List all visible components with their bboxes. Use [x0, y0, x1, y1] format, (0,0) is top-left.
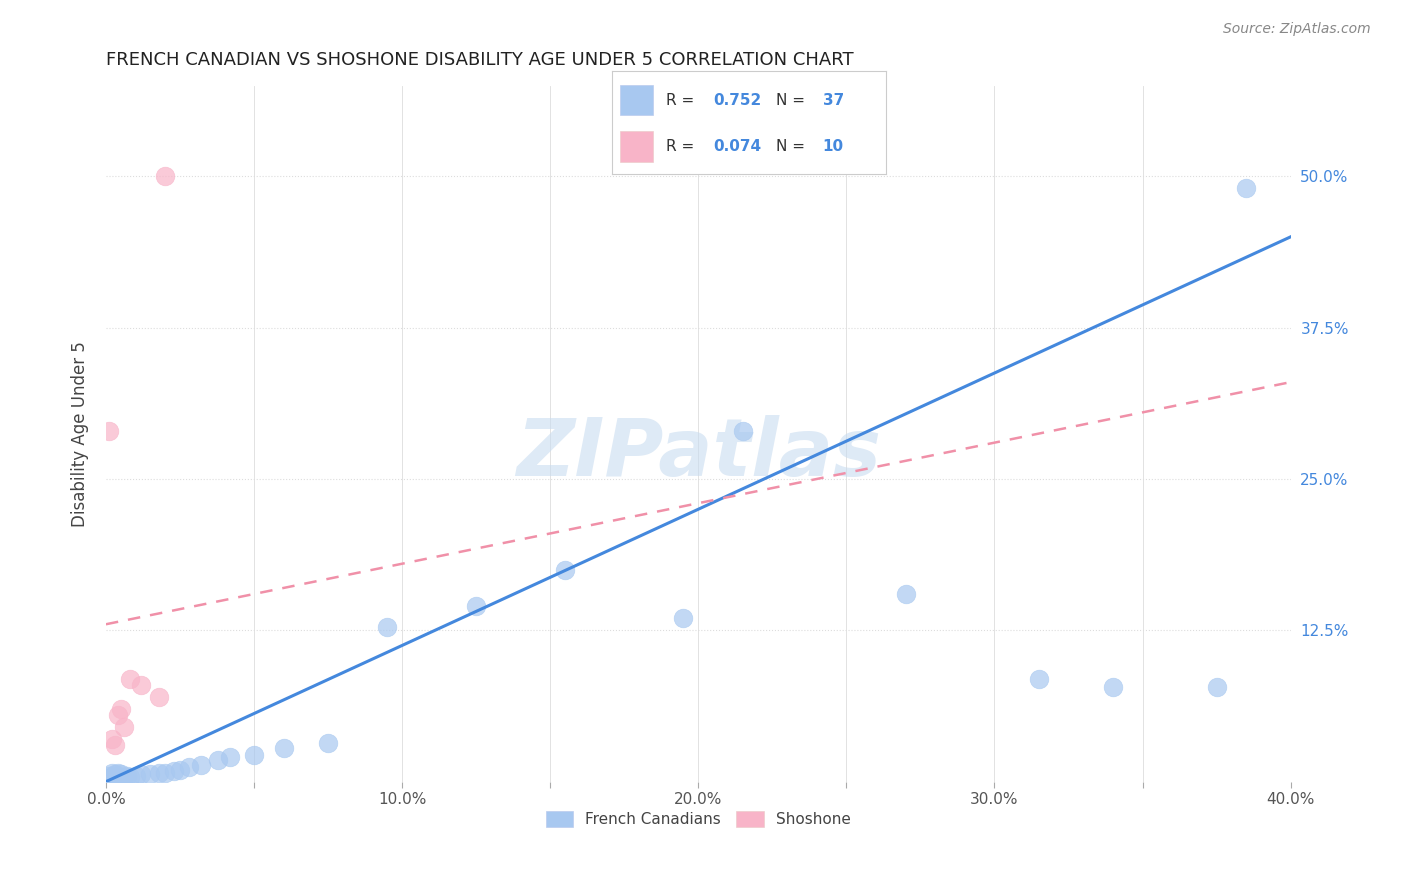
Point [207, 753, 229, 767]
Point [97, 769, 120, 783]
Point [894, 587, 917, 601]
Bar [620, 131, 652, 161]
Point [219, 750, 242, 764]
Point [1205, 680, 1227, 694]
Point [169, 763, 191, 777]
Point [163, 764, 186, 778]
Point [375, 620, 398, 634]
Point [107, 708, 129, 723]
Point [107, 766, 129, 780]
Point [273, 740, 295, 755]
Point [107, 770, 129, 784]
Point [110, 767, 132, 781]
Point [104, 771, 127, 785]
Point [104, 767, 127, 781]
Point [118, 672, 141, 686]
Text: N =: N = [776, 139, 810, 153]
Point [1102, 680, 1125, 694]
Point [110, 702, 132, 716]
Point [190, 757, 212, 772]
Point [124, 769, 146, 783]
Text: 37: 37 [823, 93, 844, 108]
Point [131, 767, 153, 781]
Point [1234, 181, 1257, 195]
Point [243, 747, 266, 762]
Point [316, 736, 339, 750]
Text: Source: ZipAtlas.com: Source: ZipAtlas.com [1223, 22, 1371, 37]
Point [110, 771, 132, 785]
Legend: French Canadians, Shoshone: French Canadians, Shoshone [540, 805, 858, 833]
Point [101, 770, 124, 784]
Point [153, 169, 176, 184]
Point [139, 767, 162, 781]
Point [153, 766, 176, 780]
Point [177, 760, 200, 774]
Text: 0.752: 0.752 [713, 93, 761, 108]
Point [115, 769, 138, 783]
Y-axis label: Disability Age Under 5: Disability Age Under 5 [72, 341, 89, 526]
Point [731, 424, 754, 438]
Point [112, 720, 135, 734]
Point [97, 424, 120, 438]
Point [148, 690, 170, 704]
Point [554, 563, 576, 577]
Point [112, 770, 135, 784]
Point [118, 770, 141, 784]
Point [101, 732, 124, 747]
Point [148, 766, 170, 780]
Point [131, 678, 153, 692]
Bar [620, 85, 652, 115]
Point [672, 611, 695, 625]
Point [101, 766, 124, 780]
Text: R =: R = [666, 93, 700, 108]
Point [104, 739, 127, 753]
Text: ZIPatlas: ZIPatlas [516, 416, 880, 493]
Point [97, 771, 120, 785]
Point [465, 599, 488, 613]
Text: N =: N = [776, 93, 810, 108]
Point [1028, 672, 1050, 686]
Text: 10: 10 [823, 139, 844, 153]
Text: R =: R = [666, 139, 700, 153]
Text: 0.074: 0.074 [713, 139, 761, 153]
Text: FRENCH CANADIAN VS SHOSHONE DISABILITY AGE UNDER 5 CORRELATION CHART: FRENCH CANADIAN VS SHOSHONE DISABILITY A… [105, 51, 853, 69]
